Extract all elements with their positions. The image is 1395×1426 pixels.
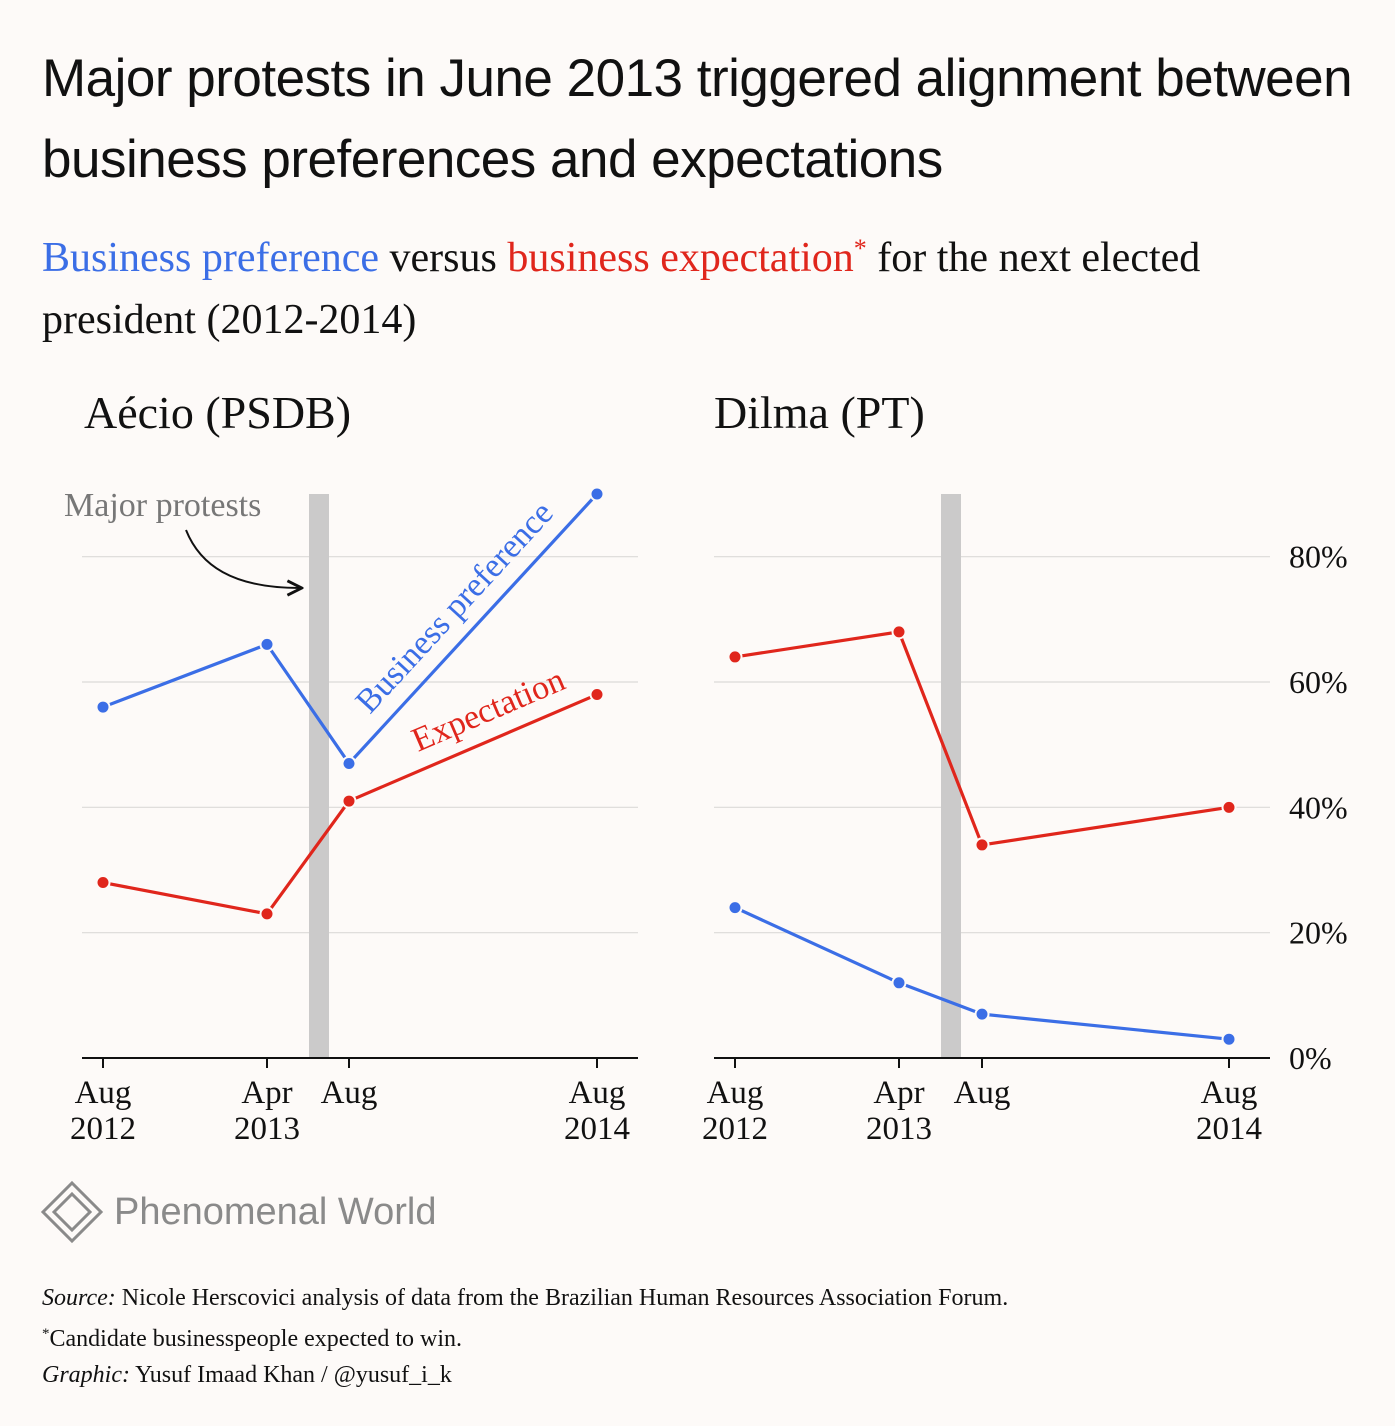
diamond-logo-icon xyxy=(40,1180,104,1244)
x-tick-label: 2014 xyxy=(1196,1111,1262,1147)
y-tick-label: 40% xyxy=(1289,789,1348,825)
protest-annotation: Major protests xyxy=(64,487,261,524)
footnote-line: *Candidate businesspeople expected to wi… xyxy=(42,1316,1372,1357)
expectation-point xyxy=(891,624,907,640)
x-tick-label: Aug xyxy=(707,1075,764,1111)
y-tick-label: 0% xyxy=(1289,1040,1332,1076)
brand: Phenomenal World xyxy=(40,1180,436,1244)
source-text: Nicole Herscovici analysis of data from … xyxy=(115,1285,1009,1311)
x-tick-label: Aug xyxy=(1201,1075,1258,1111)
preference-point xyxy=(891,975,907,991)
panel-title: Aécio (PSDB) xyxy=(84,387,351,438)
expectation-point xyxy=(727,649,743,665)
subtitle-versus: versus xyxy=(379,235,508,281)
source-line: Source: Nicole Herscovici analysis of da… xyxy=(42,1280,1372,1316)
x-tick-label: Aug xyxy=(569,1075,626,1111)
expectation-point xyxy=(341,793,357,809)
preference-point xyxy=(974,1006,990,1022)
expectation-point xyxy=(95,875,111,891)
preference-line xyxy=(734,906,1230,1041)
panel-title: Dilma (PT) xyxy=(714,387,925,438)
y-tick-label: 60% xyxy=(1289,664,1348,700)
x-tick-label: 2013 xyxy=(866,1111,932,1147)
x-tick-label: 2013 xyxy=(234,1111,300,1147)
footer: Source: Nicole Herscovici analysis of da… xyxy=(42,1280,1372,1393)
source-label: Source: xyxy=(42,1285,116,1311)
brand-name: Phenomenal World xyxy=(114,1190,437,1233)
protest-period-band xyxy=(309,494,329,1058)
preference-line xyxy=(102,492,599,766)
x-tick-label: 2012 xyxy=(702,1111,768,1147)
x-tick-label: Aug xyxy=(75,1075,132,1111)
credit-label: Graphic: xyxy=(42,1362,130,1388)
credit-text: Yusuf Imaad Khan / @yusuf_i_k xyxy=(129,1362,452,1388)
footnote-asterisk: * xyxy=(42,1326,50,1342)
subtitle-rest: for the next elected president (2012-201… xyxy=(42,235,1201,343)
subtitle-expectation: business expectation xyxy=(507,235,854,281)
preference-point xyxy=(95,699,111,715)
expectation-point xyxy=(589,687,605,703)
preference-point xyxy=(727,900,743,916)
expectation-line xyxy=(102,693,598,916)
annotation-arrow xyxy=(185,529,300,588)
preference-point xyxy=(341,755,357,771)
subtitle-asterisk: * xyxy=(853,234,867,263)
subtitle-preference: Business preference xyxy=(42,235,380,281)
protest-period-band xyxy=(941,494,961,1058)
expectation-point xyxy=(974,837,990,853)
credit-line: Graphic: Yusuf Imaad Khan / @yusuf_i_k xyxy=(42,1357,1372,1393)
expectation-line xyxy=(734,630,1230,847)
footnote-text: Candidate businesspeople expected to win… xyxy=(49,1326,463,1352)
page-title: Major protests in June 2013 triggered al… xyxy=(42,49,1353,189)
expectation-point xyxy=(1221,799,1237,815)
expectation-point xyxy=(259,906,275,922)
preference-point xyxy=(1221,1031,1237,1047)
x-tick-label: Aug xyxy=(954,1075,1011,1111)
x-tick-label: Aug xyxy=(321,1075,378,1111)
x-tick-label: Apr xyxy=(873,1075,924,1111)
x-tick-label: Apr xyxy=(241,1075,292,1111)
chart-subtitle: Business preference versus business expe… xyxy=(42,218,1362,351)
y-tick-label: 80% xyxy=(1289,539,1348,575)
x-tick-label: 2012 xyxy=(70,1111,136,1147)
x-tick-label: 2014 xyxy=(564,1111,630,1147)
preference-point xyxy=(259,636,275,652)
preference-point xyxy=(589,486,605,502)
y-tick-label: 20% xyxy=(1289,915,1348,951)
